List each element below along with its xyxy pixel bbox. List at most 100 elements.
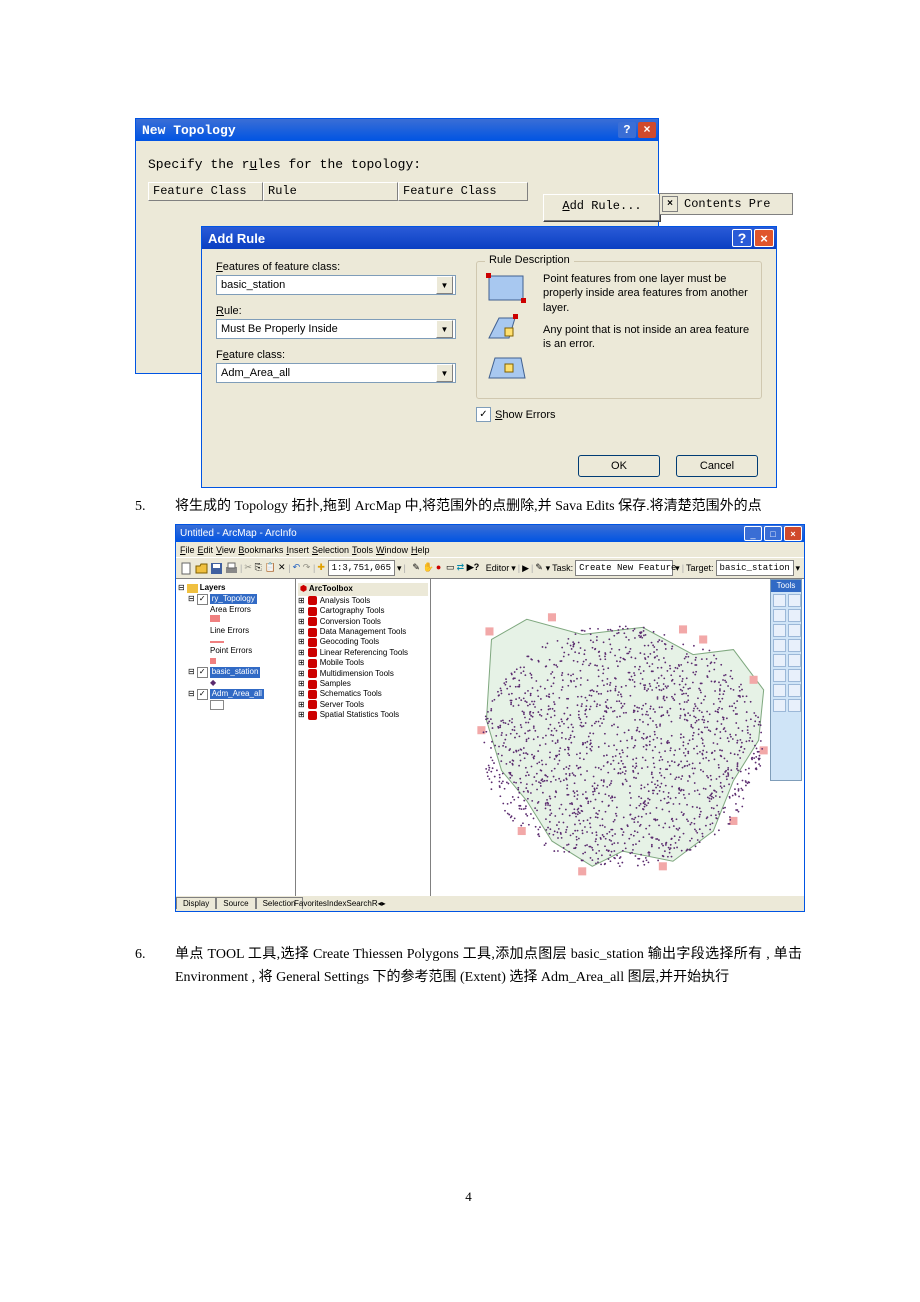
toc-adm-area[interactable]: Adm_Area_all [210,689,264,699]
menu-bookmarks[interactable]: Bookmarks [238,545,283,555]
clear-selection-icon[interactable] [788,654,801,667]
close-icon[interactable]: × [784,526,802,541]
toc-layers[interactable]: Layers [200,583,226,593]
identify-icon[interactable] [788,669,801,682]
redo-icon[interactable]: ↷ [303,562,311,575]
chevron-down-icon[interactable]: ▼ [436,276,453,294]
editor-dropdown[interactable]: Editor [486,563,510,573]
new-icon[interactable] [180,562,193,575]
toc-basic-station[interactable]: basic_station [210,667,261,677]
hyperlink-icon[interactable] [788,699,801,712]
menu-tools[interactable]: Tools [352,545,373,555]
back-icon[interactable] [773,639,786,652]
tools-palette-title: Tools [771,580,801,592]
toc-line-errors[interactable]: Line Errors [210,626,293,636]
tab-source[interactable]: Source [216,897,255,909]
toolbox-item[interactable]: Geocoding Tools [320,637,379,647]
map-view[interactable]: Tools [431,579,804,896]
toolbox-item[interactable]: Spatial Statistics Tools [320,710,399,720]
select-features-icon[interactable] [773,654,786,667]
zoom-in-icon[interactable] [773,594,786,607]
paste-icon[interactable]: 📋 [265,562,276,575]
toc-point-errors[interactable]: Point Errors [210,646,293,656]
toolbox-item[interactable]: Schematics Tools [320,689,382,699]
arcmap-titlebar: Untitled - ArcMap - ArcInfo _ □ × [176,525,804,542]
red-tool-icon[interactable]: ● [436,562,444,575]
copy-icon[interactable]: ⎘ [255,562,263,575]
goto-xy-icon[interactable] [788,684,801,697]
menu-help[interactable]: Help [411,545,430,555]
show-errors-checkbox[interactable]: ✓ [476,407,491,422]
cancel-button[interactable]: Cancel [676,455,758,477]
zoom-out-icon[interactable] [788,594,801,607]
select-elements-icon[interactable] [773,669,786,682]
toolbox-item[interactable]: Mobile Tools [320,658,364,668]
standard-toolbar[interactable]: | ✂ ⎘ 📋 ✕ | ↶ ↷ | ✚ 1:3,751,065 ▾ | ✎ ✋ … [176,557,804,579]
whatsthis-icon[interactable]: ▶? [467,562,479,575]
help-icon[interactable]: ? [618,122,636,138]
menu-file[interactable]: File [180,545,195,555]
toolbox-item[interactable]: Analysis Tools [320,596,371,606]
fixed-zoom-out-icon[interactable] [788,609,801,622]
find-icon[interactable] [773,684,786,697]
pan-icon[interactable] [773,624,786,637]
menu-window[interactable]: Window [376,545,408,555]
close-icon[interactable]: × [638,122,656,138]
tab-index[interactable]: Index [327,899,347,908]
feature-class2-combo[interactable]: Adm_Area_all ▼ [216,363,456,383]
menu-view[interactable]: View [216,545,235,555]
print-icon[interactable] [225,562,238,575]
tab-search[interactable]: Search [346,899,371,908]
measure-icon[interactable] [773,699,786,712]
undo-icon[interactable]: ↶ [293,562,301,575]
menubar[interactable]: File Edit View Bookmarks Insert Selectio… [176,542,804,557]
task-combo[interactable]: Create New Feature [575,560,673,576]
scale-input[interactable]: 1:3,751,065 [328,560,395,576]
menu-edit[interactable]: Edit [198,545,214,555]
toolbox-item[interactable]: Samples [320,679,351,689]
toc-area-errors[interactable]: Area Errors [210,605,293,615]
tab-results[interactable]: R◂▸ [372,899,386,908]
add-rule-button[interactable]: Add Rule... [543,194,661,222]
forward-icon[interactable] [788,639,801,652]
arctoolbox-panel[interactable]: ⬢ ArcToolbox ⊞Analysis Tools ⊞Cartograph… [296,579,431,896]
maximize-icon[interactable]: □ [764,526,782,541]
tools-palette[interactable]: Tools [770,579,802,781]
select-box-icon[interactable]: ▭ [446,562,455,575]
delete-icon[interactable]: ✕ [278,562,286,575]
toolbox-item[interactable]: Conversion Tools [320,617,381,627]
feature-class-combo[interactable]: basic_station ▼ [216,275,456,295]
editor-tool-icon[interactable]: ✎ [412,562,420,575]
toolbox-tabs[interactable]: Favorites Index Search R◂▸ [294,895,386,911]
toc-tabs[interactable]: Display Source Selection [176,895,303,911]
hand-icon[interactable]: ✋ [423,562,434,575]
rule-combo[interactable]: Must Be Properly Inside ▼ [216,319,456,339]
toolbox-item[interactable]: Linear Referencing Tools [320,648,408,658]
toolbox-item[interactable]: Server Tools [320,700,364,710]
chevron-down-icon[interactable]: ▼ [436,364,453,382]
toolbox-item[interactable]: Data Management Tools [320,627,407,637]
fixed-zoom-in-icon[interactable] [773,609,786,622]
toc-topology[interactable]: ry_Topology [210,594,257,604]
add-data-icon[interactable]: ✚ [317,562,325,575]
minimize-icon[interactable]: _ [744,526,762,541]
ok-button[interactable]: OK [578,455,660,477]
full-extent-icon[interactable] [788,624,801,637]
toolbox-item[interactable]: Cartography Tools [320,606,385,616]
save-icon[interactable] [210,562,223,575]
close-icon[interactable]: × [754,229,774,247]
dock-close-icon[interactable]: × [662,196,678,212]
menu-selection[interactable]: Selection [312,545,349,555]
tab-display[interactable]: Display [176,897,216,909]
cut-icon[interactable]: ✂ [244,562,252,575]
table-of-contents[interactable]: ⊟Layers ⊟✓ry_Topology Area Errors Line E… [176,579,296,896]
target-combo[interactable]: basic_station [716,560,794,576]
open-icon[interactable] [195,562,208,575]
menu-insert[interactable]: Insert [286,545,309,555]
tab-favorites[interactable]: Favorites [294,899,327,908]
arrows-icon[interactable]: ⇄ [457,562,465,575]
toolbox-item[interactable]: Multidimension Tools [320,669,394,679]
help-icon[interactable]: ? [732,229,752,247]
sketch-icon[interactable]: ✎ [535,562,543,575]
chevron-down-icon[interactable]: ▼ [436,320,453,338]
